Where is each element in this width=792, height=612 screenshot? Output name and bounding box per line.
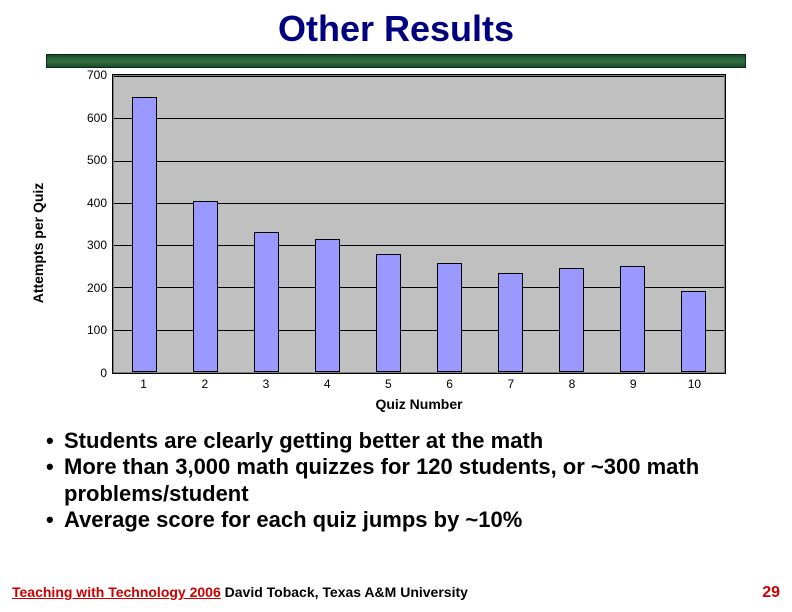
slide-footer: Teaching with Technology 2006 David Toba…	[12, 584, 780, 602]
bar	[315, 239, 341, 372]
y-tick-label: 100	[87, 323, 113, 337]
bar	[132, 97, 158, 372]
bullet-item: More than 3,000 math quizzes for 120 stu…	[46, 454, 756, 507]
y-tick-label: 300	[87, 238, 113, 252]
x-axis-label: Quiz Number	[112, 396, 726, 412]
x-tick-label: 7	[507, 373, 514, 391]
y-tick-label: 400	[87, 196, 113, 210]
y-tick-label: 500	[87, 153, 113, 167]
x-tick-label: 5	[385, 373, 392, 391]
y-tick-label: 700	[87, 68, 113, 82]
y-axis-label: Attempts per Quiz	[30, 183, 46, 304]
x-tick-label: 9	[630, 373, 637, 391]
bar	[254, 232, 280, 372]
y-tick-label: 600	[87, 111, 113, 125]
gridline	[114, 118, 724, 119]
bar	[559, 268, 585, 372]
bar	[498, 273, 524, 372]
bar	[437, 263, 463, 372]
bullet-list: Students are clearly getting better at t…	[46, 428, 756, 534]
y-tick-label: 200	[87, 281, 113, 295]
footer-event: Teaching with Technology 2006	[12, 584, 221, 600]
gridline	[114, 161, 724, 162]
chart-container: Attempts per Quiz 0100200300400500600700…	[66, 74, 726, 412]
y-tick-label: 0	[100, 366, 113, 380]
bar	[376, 254, 402, 372]
gridline	[114, 76, 724, 77]
chart-frame: 010020030040050060070012345678910	[112, 74, 726, 374]
page-number: 29	[762, 584, 780, 602]
x-tick-label: 2	[201, 373, 208, 391]
slide-title: Other Results	[0, 0, 792, 54]
footer-text: Teaching with Technology 2006 David Toba…	[12, 584, 468, 600]
x-tick-label: 4	[324, 373, 331, 391]
bullet-item: Students are clearly getting better at t…	[46, 428, 756, 454]
bar	[193, 201, 219, 372]
x-tick-label: 10	[688, 373, 701, 391]
x-tick-label: 1	[140, 373, 147, 391]
x-tick-label: 8	[569, 373, 576, 391]
x-tick-label: 6	[446, 373, 453, 391]
bar	[620, 266, 646, 372]
bar	[681, 291, 707, 372]
title-divider	[46, 54, 746, 68]
bullet-item: Average score for each quiz jumps by ~10…	[46, 507, 756, 533]
plot-area	[113, 75, 725, 373]
footer-author: David Toback, Texas A&M University	[221, 584, 468, 600]
x-tick-label: 3	[263, 373, 270, 391]
